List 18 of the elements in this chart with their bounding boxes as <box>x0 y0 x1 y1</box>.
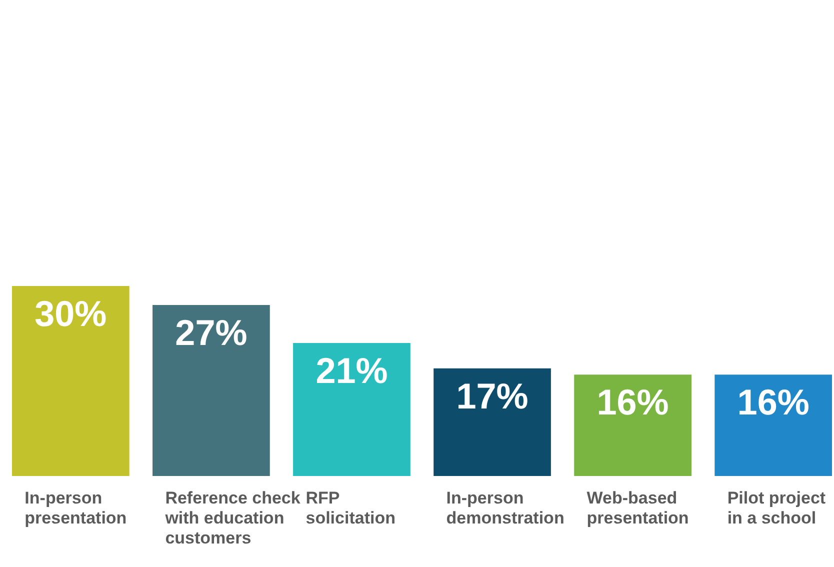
data-label: 21% <box>316 350 388 391</box>
data-label: 27% <box>175 312 248 353</box>
x-tick-label: Pilot project in a school <box>727 488 826 528</box>
x-tick-label: RFP solicitation <box>306 488 396 528</box>
bar <box>293 343 410 476</box>
data-label: 17% <box>456 375 528 416</box>
data-label: 16% <box>737 382 810 423</box>
bar <box>714 374 832 476</box>
bar <box>12 286 130 476</box>
x-tick-label: In-person presentation <box>24 488 127 528</box>
x-tick-label: Web-based presentation <box>586 488 689 528</box>
bar <box>434 368 551 476</box>
bar <box>574 374 692 476</box>
x-tick-label: In-person demonstration <box>446 488 564 528</box>
bar <box>152 305 270 476</box>
data-label: 30% <box>34 293 107 334</box>
x-tick-label: Reference check with education customers <box>164 488 301 548</box>
data-label: 16% <box>596 382 669 423</box>
